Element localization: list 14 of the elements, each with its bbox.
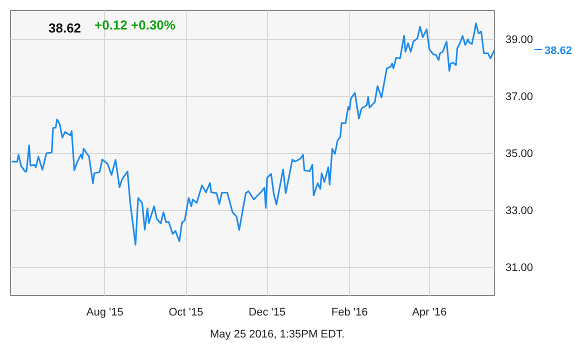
- y-tick-label: 39.00: [506, 34, 534, 46]
- x-tick-label: Aug '15: [86, 306, 124, 318]
- y-tick-label: 31.00: [506, 262, 534, 274]
- text: May 25 2016, 1:35PM EDT.: [210, 328, 344, 340]
- x-tick-label: Oct '15: [168, 306, 204, 318]
- text: 38.62: [544, 44, 572, 57]
- y-tick-label: 35.00: [506, 148, 534, 160]
- text: 38.62: [48, 20, 82, 36]
- y-tick-label: 37.00: [506, 91, 534, 103]
- x-tick-label: Apr '16: [412, 306, 447, 318]
- y-tick-label: 33.00: [506, 205, 534, 217]
- x-tick-label: Feb '16: [331, 306, 368, 318]
- x-tick-label: Dec '15: [248, 306, 286, 318]
- text: +0.12 +0.30%: [94, 18, 176, 32]
